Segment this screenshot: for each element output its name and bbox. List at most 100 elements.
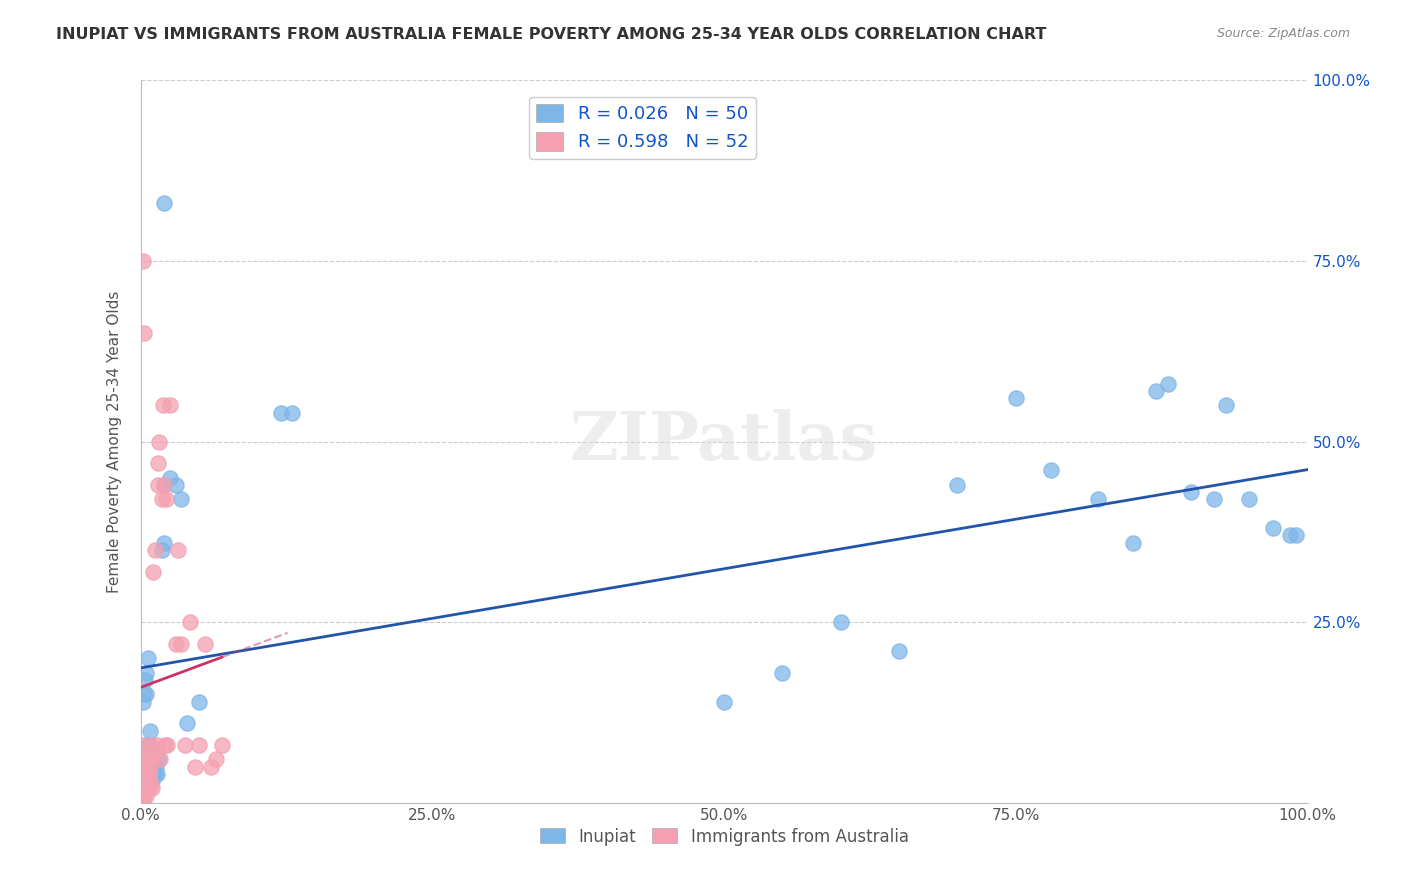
Point — [135, 767, 157, 781]
Point — [153, 738, 176, 752]
Point — [159, 398, 181, 412]
Point — [194, 637, 217, 651]
Point — [146, 456, 169, 470]
Point — [1180, 485, 1202, 500]
Point — [1204, 492, 1226, 507]
Point — [132, 767, 155, 781]
Point — [136, 651, 159, 665]
Point — [146, 478, 169, 492]
Point — [141, 774, 163, 789]
Point — [134, 673, 156, 687]
Point — [134, 760, 156, 774]
Point — [1279, 528, 1302, 542]
Point — [150, 492, 173, 507]
Point — [142, 767, 165, 781]
Point — [134, 781, 156, 796]
Point — [132, 695, 155, 709]
Point — [143, 542, 166, 557]
Point — [1261, 521, 1284, 535]
Point — [155, 492, 177, 507]
Point — [153, 196, 176, 211]
Point — [132, 687, 155, 701]
Point — [131, 774, 153, 789]
Point — [139, 738, 162, 752]
Point — [138, 752, 160, 766]
Point — [146, 767, 169, 781]
Point — [165, 637, 187, 651]
Point — [136, 738, 159, 752]
Text: ZIPatlas: ZIPatlas — [569, 409, 879, 474]
Point — [135, 665, 157, 680]
Point — [132, 774, 155, 789]
Text: Source: ZipAtlas.com: Source: ZipAtlas.com — [1216, 27, 1350, 40]
Point — [139, 723, 162, 738]
Point — [132, 253, 155, 268]
Point — [141, 752, 163, 766]
Point — [156, 738, 179, 752]
Point — [1156, 376, 1178, 391]
Point — [170, 492, 193, 507]
Point — [153, 478, 176, 492]
Point — [146, 752, 169, 766]
Point — [772, 665, 794, 680]
Point — [153, 535, 176, 549]
Point — [141, 781, 163, 796]
Legend: Inupiat, Immigrants from Australia: Inupiat, Immigrants from Australia — [533, 821, 915, 852]
Point — [132, 789, 155, 803]
Point — [167, 542, 190, 557]
Point — [148, 434, 170, 449]
Point — [153, 478, 176, 492]
Point — [830, 615, 852, 630]
Point — [139, 760, 162, 774]
Point — [713, 695, 735, 709]
Point — [159, 470, 181, 484]
Point — [145, 745, 167, 759]
Point — [146, 738, 169, 752]
Point — [142, 565, 165, 579]
Point — [132, 745, 155, 759]
Point — [143, 767, 166, 781]
Point — [1087, 492, 1109, 507]
Point — [188, 695, 211, 709]
Point — [946, 478, 969, 492]
Point — [281, 406, 304, 420]
Point — [132, 326, 155, 340]
Point — [205, 752, 228, 766]
Point — [145, 760, 167, 774]
Point — [211, 738, 233, 752]
Point — [132, 752, 155, 766]
Point — [176, 716, 198, 731]
Point — [135, 687, 157, 701]
Point — [170, 637, 193, 651]
Point — [270, 406, 292, 420]
Text: INUPIAT VS IMMIGRANTS FROM AUSTRALIA FEMALE POVERTY AMONG 25-34 YEAR OLDS CORREL: INUPIAT VS IMMIGRANTS FROM AUSTRALIA FEM… — [56, 27, 1046, 42]
Point — [132, 752, 155, 766]
Point — [1122, 535, 1144, 549]
Point — [136, 752, 159, 766]
Point — [135, 789, 157, 803]
Point — [1239, 492, 1261, 507]
Point — [152, 398, 174, 412]
Point — [138, 738, 160, 752]
Point — [200, 760, 222, 774]
Point — [150, 542, 173, 557]
Y-axis label: Female Poverty Among 25-34 Year Olds: Female Poverty Among 25-34 Year Olds — [107, 291, 122, 592]
Point — [136, 781, 159, 796]
Point — [129, 781, 152, 796]
Point — [149, 752, 172, 766]
Point — [165, 478, 187, 492]
Point — [139, 752, 162, 766]
Point — [174, 738, 197, 752]
Point — [132, 789, 155, 803]
Point — [1285, 528, 1308, 542]
Point — [1215, 398, 1237, 412]
Point — [889, 644, 911, 658]
Point — [1005, 391, 1028, 405]
Point — [138, 767, 160, 781]
Point — [1039, 463, 1062, 477]
Point — [139, 774, 162, 789]
Point — [131, 760, 153, 774]
Point — [1144, 384, 1167, 398]
Point — [138, 781, 160, 796]
Point — [132, 760, 155, 774]
